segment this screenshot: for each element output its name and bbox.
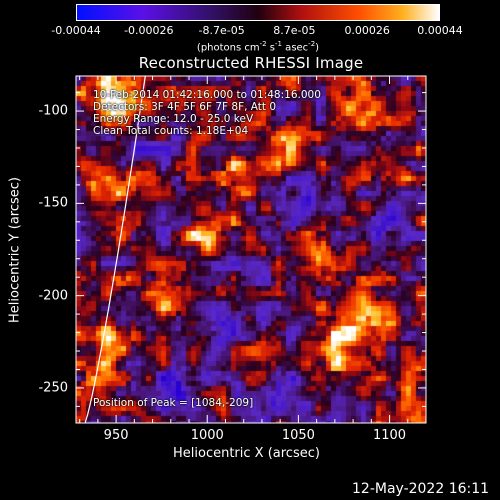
plot-frame [75, 75, 427, 424]
y-tick-label: -100 [38, 103, 68, 119]
annotation-energy: Energy Range: 12.0 - 25.0 keV [93, 113, 254, 125]
annotation-time-range: 10-Feb-2014 01:42:16.000 to 01:48:16.000 [93, 89, 321, 101]
colorbar-tick-label: 8.7e-05 [273, 24, 316, 37]
x-tick-label: 1050 [281, 428, 315, 443]
y-tick-label: -150 [38, 195, 68, 211]
y-tick-label: -250 [38, 380, 68, 396]
colorbar-tick-label: -0.00044 [51, 24, 101, 37]
x-tick-label: 1100 [372, 428, 407, 443]
colorbar-tick-label: -8.7e-05 [198, 24, 245, 37]
colorbar [76, 4, 440, 21]
colorbar-tick-label: 0.00026 [344, 24, 390, 37]
colorbar-units: (photons cm-2 s-1 asec-2) [196, 40, 320, 54]
annotation-counts: Clean Total counts: 1.18E+04 [93, 125, 249, 137]
y-tick-label: -200 [38, 288, 68, 304]
heatmap-image [76, 76, 426, 423]
annotation-detectors: Detectors: 3F 4F 5F 6F 7F 8F, Att 0 [93, 101, 277, 113]
x-tick-label: 1000 [190, 428, 224, 443]
colorbar-tick-label: 0.00044 [417, 24, 463, 37]
x-tick-label: 950 [103, 428, 129, 443]
solar-limb-line [84, 75, 146, 424]
chart-title: Reconstructed RHESSI Image [138, 54, 364, 72]
y-axis-label: Heliocentric Y (arcsec) [7, 177, 23, 323]
colorbar-gradient [77, 5, 439, 20]
timestamp: 12-May-2022 16:11 [352, 481, 490, 497]
colorbar-tick-label: -0.00026 [124, 24, 174, 37]
annotation-peak: Position of Peak = [1084,-209] [93, 397, 254, 409]
x-axis-label: Heliocentric X (arcsec) [173, 446, 320, 461]
